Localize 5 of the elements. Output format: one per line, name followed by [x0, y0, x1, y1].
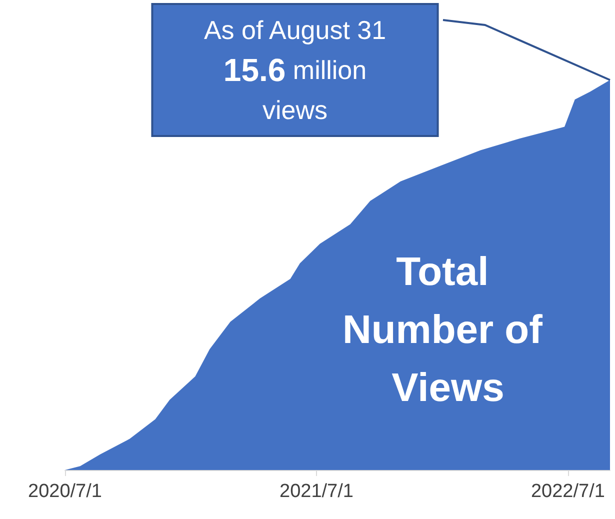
x-tick-label: 2021/7/1 — [280, 481, 354, 502]
x-tick-label: 2020/7/1 — [28, 481, 102, 502]
annotation: As of August 31 15.6 million views — [204, 15, 386, 125]
series-label: Total Number of Views — [342, 250, 554, 410]
x-tick-label: 2022/7/1 — [530, 481, 605, 502]
